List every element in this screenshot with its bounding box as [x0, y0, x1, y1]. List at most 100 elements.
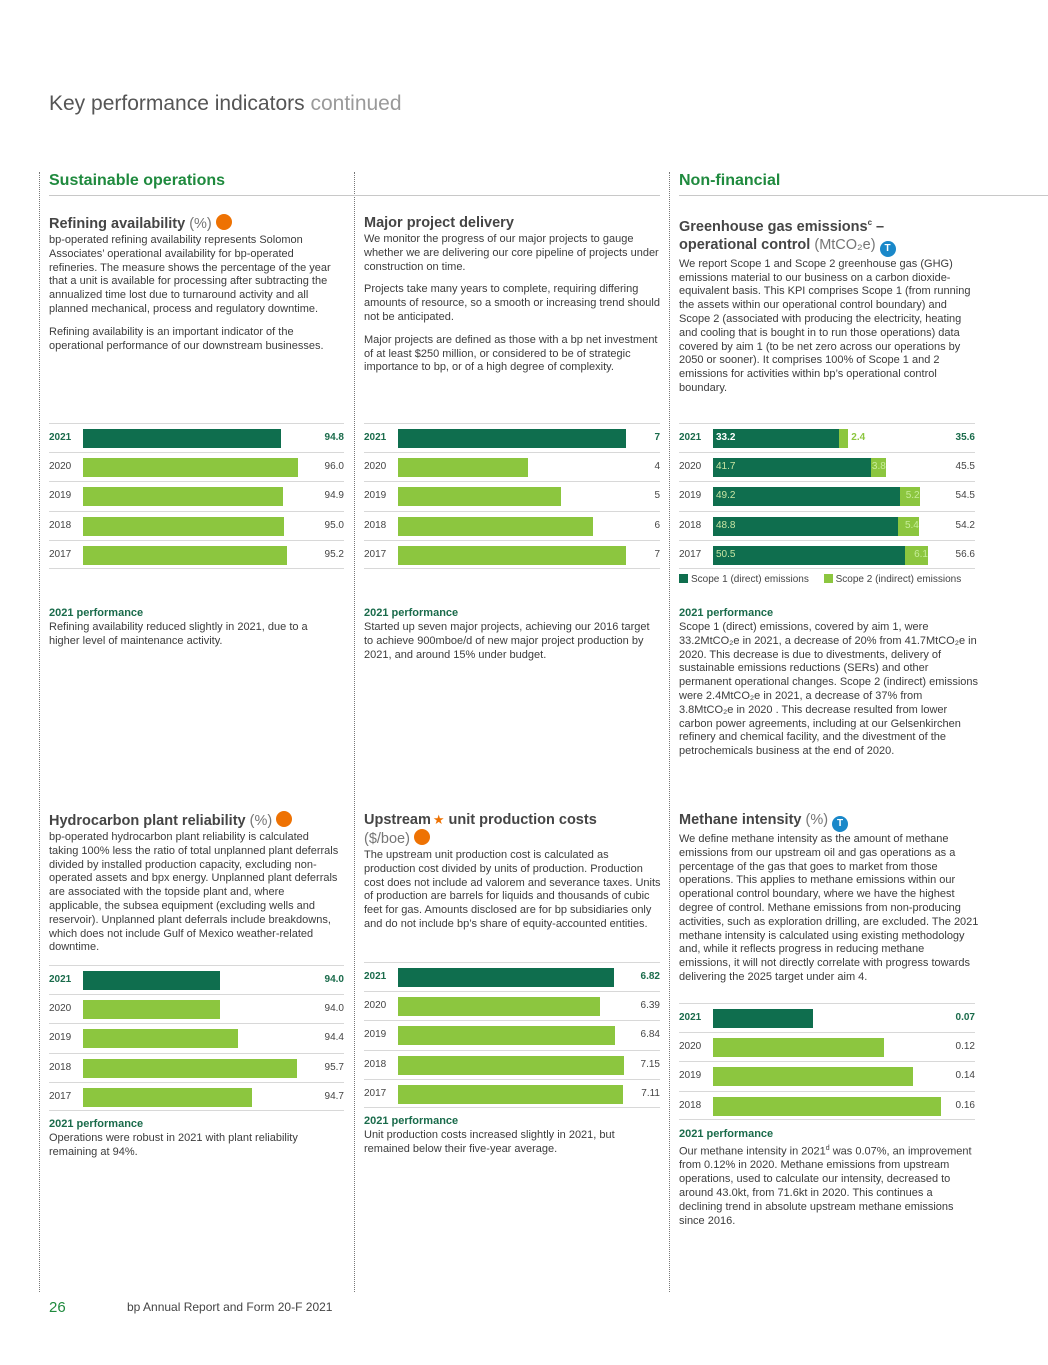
kpi-upstream-unit-production-costs: Upstream ★ unit production costs ($/boe) Th… [364, 811, 662, 932]
value-label: 7 [654, 432, 660, 443]
bar-2021 [83, 429, 282, 448]
scope2-value-label: 2.4 [851, 432, 866, 443]
value-label: 94.0 [324, 1003, 344, 1015]
kpi-unit: (%) [249, 813, 273, 829]
value-label: 94.4 [324, 1032, 344, 1044]
kpi-description: We report Scope 1 and Scope 2 greenhouse… [679, 257, 971, 394]
page-title: Key performance indicators continued [49, 92, 402, 116]
kpi-description: The upstream unit production cost is cal… [364, 849, 661, 930]
column-divider-left [39, 172, 40, 1292]
bar-2020 [398, 997, 601, 1017]
value-label: 7.11 [641, 1087, 660, 1099]
chart-row: 2020 94.0 [49, 994, 344, 1023]
year-label: 2019 [49, 490, 72, 502]
year-label: 2020 [364, 1000, 387, 1012]
bar-2020 [398, 458, 529, 478]
section-heading-nonfinancial: Non-financial [679, 172, 1048, 196]
year-label: 2020 [679, 1041, 702, 1053]
performance-upstream: 2021 performance Unit production costs i… [364, 1115, 660, 1157]
bar-2018 [713, 1096, 941, 1116]
bar-2019 [713, 1067, 913, 1087]
bar-2018 [83, 516, 285, 536]
value-label: 6.82 [640, 971, 660, 982]
chart-refining-availability: 2021 94.8 2020 96.0 2019 94.9 2018 95.0 2017 95.2 [49, 423, 344, 569]
bar-2021 [398, 429, 626, 448]
scope2-value-label: 3.8 [871, 461, 886, 473]
scope1-value-label: 50.5 [716, 548, 736, 560]
value-label: 0.16 [955, 1099, 975, 1111]
bar-2019 [83, 1029, 239, 1049]
kpi-title-text: Greenhouse gas emissions [679, 218, 868, 235]
year-label: 2019 [364, 1029, 387, 1041]
value-label: 95.0 [324, 519, 344, 531]
value-label: 6 [654, 519, 660, 531]
bar-2018 [398, 1055, 625, 1075]
chart-hydrocarbon-plant-reliability: 2021 94.0 2020 94.0 2019 94.4 2018 95.7 2017 94.7 [49, 965, 344, 1111]
year-label: 2021 [679, 1012, 702, 1023]
value-label: 5 [654, 490, 660, 502]
bar-2021 [83, 971, 220, 990]
kpi-hydrocarbon-plant-reliability: Hydrocarbon plant reliability (%) bp-ope… [49, 811, 339, 955]
chart-methane-intensity: 2021 0.07 2020 0.12 2019 0.14 2018 0.16 [679, 1003, 975, 1120]
year-label: 2019 [364, 490, 387, 502]
legend-swatch-scope2 [823, 574, 833, 583]
kpi-refining-availability: Refining availability (%) bp-operated re… [49, 214, 339, 353]
kpi-description-2: Projects take many years to complete, re… [364, 283, 660, 323]
kpi-title: Major project delivery [364, 215, 514, 231]
year-label: 2018 [364, 519, 387, 531]
scope1-value-label: 33.2 [716, 432, 736, 443]
performance-heading: 2021 performance [49, 607, 144, 619]
page-title-suffix: continued [310, 92, 402, 115]
chart-row: 2017 7.11 [364, 1078, 660, 1108]
bar-scope1-2018: 48.8 [713, 516, 899, 536]
kpi-title-text-2: unit production costs [448, 812, 597, 828]
orange-dot-icon [413, 829, 430, 845]
performance-heading: 2021 performance [679, 1128, 774, 1140]
year-label: 2021 [364, 971, 387, 982]
kpi-unit: (%) [189, 216, 212, 232]
value-label: 7 [654, 548, 660, 560]
orange-dot-icon [215, 214, 232, 230]
performance-text-b: was 0.07%, an improvement from 0.12% in … [679, 1145, 972, 1227]
kpi-title-text: Hydrocarbon plant reliability [49, 813, 246, 829]
performance-refining: 2021 performance Refining availability r… [49, 607, 339, 649]
year-label: 2017 [679, 548, 702, 560]
total-value-label: 56.6 [955, 548, 975, 560]
chart-row: 2021 0.07 [679, 1003, 975, 1032]
value-label: 0.07 [955, 1012, 975, 1023]
chart-row: 2021 94.0 [49, 965, 344, 994]
bar-scope2-2021 [839, 429, 849, 448]
performance-text: Our methane intensity in 2021d was 0.07%… [679, 1142, 979, 1228]
kpi-title: Greenhouse gas emissionsc – operational c… [679, 214, 979, 257]
performance-methane: 2021 performance Our methane intensity i… [679, 1128, 979, 1228]
value-label: 95.7 [324, 1061, 344, 1073]
target-badge-icon: T [879, 240, 896, 257]
performance-major-projects: 2021 performance Started up seven major … [364, 607, 660, 662]
year-label: 2020 [49, 1003, 72, 1015]
chart-row: 2017 94.7 [49, 1081, 344, 1111]
total-value-label: 35.6 [955, 432, 975, 443]
bar-2019 [398, 1026, 615, 1046]
performance-text: Scope 1 (direct) emissions, covered by a… [679, 621, 978, 758]
value-label: 94.9 [324, 490, 344, 502]
chart-major-project-delivery: 2021 7 2020 4 2019 5 2018 6 2017 7 [364, 423, 660, 569]
page-title-text: Key performance indicators [49, 92, 305, 115]
chart-row: 2021 94.8 [49, 423, 344, 452]
year-label: 2019 [679, 490, 702, 502]
bar-scope2-2020 [871, 458, 886, 478]
kpi-description: We monitor the progress of our major pro… [364, 233, 659, 273]
chart-row: 2018 95.0 [49, 510, 344, 540]
kpi-description: bp-operated hydrocarbon plant reliabilit… [49, 831, 339, 954]
chart-row: 2021 33.2 2.4 35.6 [679, 423, 975, 452]
chart-row: 2018 95.7 [49, 1052, 344, 1082]
chart-row: 2018 0.16 [679, 1090, 975, 1120]
bar-scope2-2017 [904, 545, 929, 565]
value-label: 0.12 [955, 1041, 975, 1053]
year-label: 2019 [49, 1032, 72, 1044]
kpi-title: Methane intensity (%) T [679, 811, 979, 832]
kpi-description: We define methane intensity as the amoun… [679, 833, 979, 983]
scope1-value-label: 41.7 [716, 461, 736, 473]
scope2-value-label: 5.4 [904, 519, 919, 531]
kpi-title: Upstream ★ unit production costs ($/boe) [364, 811, 662, 848]
chart-row: 2020 41.7 3.8 45.5 [679, 452, 975, 481]
